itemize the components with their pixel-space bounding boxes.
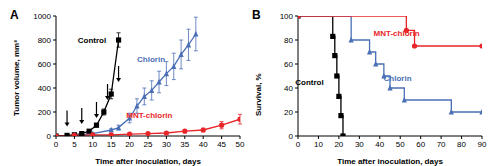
svg-text:100: 100: [280, 12, 294, 21]
svg-text:0: 0: [289, 132, 294, 141]
svg-text:20: 20: [125, 140, 134, 149]
svg-text:25: 25: [144, 140, 153, 149]
svg-text:50: 50: [236, 140, 245, 149]
svg-text:0: 0: [47, 132, 52, 141]
svg-text:800: 800: [38, 36, 52, 45]
svg-text:40: 40: [375, 140, 384, 149]
svg-text:15: 15: [107, 140, 116, 149]
svg-text:20: 20: [334, 140, 343, 149]
svg-text:200: 200: [38, 108, 52, 117]
svg-text:Control: Control: [78, 36, 106, 45]
svg-text:90: 90: [478, 140, 487, 149]
svg-text:45: 45: [217, 140, 226, 149]
svg-text:30: 30: [355, 140, 364, 149]
svg-text:Chlorin: Chlorin: [384, 74, 412, 83]
svg-text:60: 60: [284, 60, 293, 69]
svg-text:Tumor volume, mm³: Tumor volume, mm³: [12, 40, 21, 116]
svg-text:MNT-chlorin: MNT-chlorin: [374, 29, 420, 38]
svg-text:0: 0: [54, 140, 59, 149]
svg-text:Survival, %: Survival, %: [254, 73, 263, 116]
html-text:A: A: [10, 8, 19, 22]
svg-text:20: 20: [284, 108, 293, 117]
html-text:B: B: [252, 8, 261, 22]
svg-text:35: 35: [180, 140, 189, 149]
svg-text:600: 600: [38, 60, 52, 69]
svg-text:5: 5: [72, 140, 77, 149]
svg-text:10: 10: [314, 140, 323, 149]
svg-text:30: 30: [162, 140, 171, 149]
svg-text:0: 0: [296, 140, 301, 149]
svg-text:40: 40: [284, 84, 293, 93]
svg-text:60: 60: [416, 140, 425, 149]
svg-text:10: 10: [88, 140, 97, 149]
svg-text:400: 400: [38, 84, 52, 93]
svg-text:70: 70: [437, 140, 446, 149]
svg-text:50: 50: [396, 140, 405, 149]
svg-text:40: 40: [199, 140, 208, 149]
svg-text:Chlorin: Chlorin: [137, 55, 165, 64]
svg-text:80: 80: [284, 36, 293, 45]
svg-text:Time after inoculation, days: Time after inoculation, days: [95, 157, 201, 166]
svg-text:Time after inoculation, days: Time after inoculation, days: [337, 157, 443, 166]
svg-text:1000: 1000: [33, 12, 51, 21]
svg-text:Control: Control: [295, 78, 323, 87]
svg-text:80: 80: [457, 140, 466, 149]
svg-text:MNT-chlorin: MNT-chlorin: [126, 111, 172, 120]
